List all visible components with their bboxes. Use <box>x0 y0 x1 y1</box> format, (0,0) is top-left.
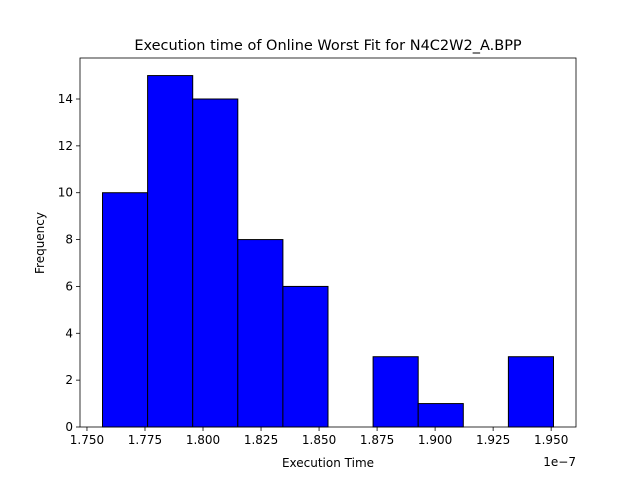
histogram-bar <box>282 285 329 428</box>
x-tick-label: 1.750 <box>70 433 104 447</box>
histogram-bar <box>507 356 554 428</box>
x-tick-label: 1.800 <box>186 433 220 447</box>
histogram-bar <box>372 356 419 428</box>
histogram-bar <box>102 192 149 428</box>
x-tick-label: 1.825 <box>244 433 278 447</box>
y-tick-label: 0 <box>65 420 73 434</box>
y-tick-label: 6 <box>65 279 73 293</box>
y-axis-label: Frequency <box>33 212 47 274</box>
y-tick-label: 2 <box>65 373 73 387</box>
x-axis-ticks: 1.750 1.775 1.800 1.825 1.850 1.875 1.900 1.925… <box>70 427 568 447</box>
chart-title: Execution time of Online Worst Fit for N… <box>134 38 522 54</box>
y-tick-label: 12 <box>58 139 73 153</box>
x-tick-label: 1.775 <box>128 433 162 447</box>
x-tick-label: 1.875 <box>360 433 394 447</box>
x-offset-text: 1e−7 <box>543 455 576 469</box>
histogram-bar <box>237 239 284 428</box>
x-tick-label: 1.950 <box>534 433 568 447</box>
histogram-bar <box>147 75 194 428</box>
histogram-bar <box>417 403 464 428</box>
x-tick-label: 1.900 <box>418 433 452 447</box>
histogram-bar <box>192 98 239 428</box>
y-tick-label: 10 <box>58 186 73 200</box>
x-axis-label: Execution Time <box>282 456 374 470</box>
axes-frame <box>79 57 577 428</box>
y-tick-label: 4 <box>65 326 73 340</box>
y-tick-label: 14 <box>58 92 73 106</box>
bars-group <box>102 75 554 428</box>
x-tick-label: 1.925 <box>476 433 510 447</box>
y-tick-label: 8 <box>65 233 73 247</box>
x-tick-label: 1.850 <box>302 433 336 447</box>
y-axis-ticks: 0 2 4 6 8 10 12 14 <box>58 92 80 434</box>
